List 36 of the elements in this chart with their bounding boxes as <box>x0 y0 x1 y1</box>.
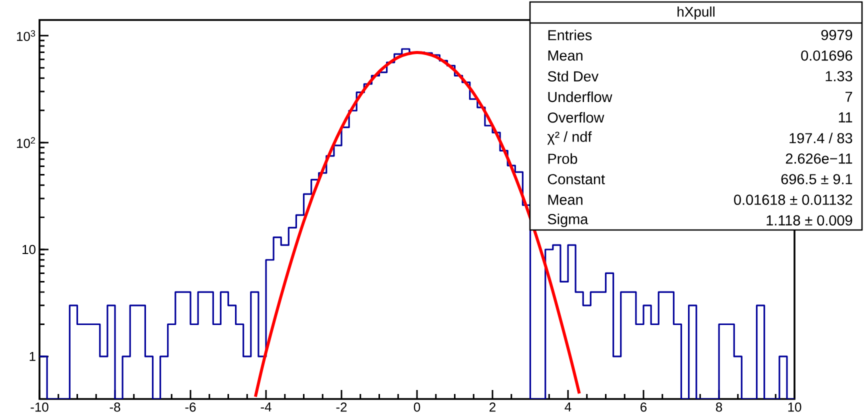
x-tick-label: -4 <box>260 402 272 412</box>
annotation: 197.4 / 83 <box>790 132 852 144</box>
annotation: χ² / ndf <box>547 131 592 145</box>
y-tick-label: 10$^{2}$ <box>17 137 36 148</box>
text: 9979 <box>821 30 852 40</box>
text: 11 <box>838 112 852 122</box>
annotation: Prob <box>548 153 578 164</box>
text: 1.33 <box>826 71 852 82</box>
annotation: Mean <box>548 50 582 61</box>
annotation: 1.118 ± 0.009 <box>766 215 852 226</box>
x-tick-label: -10 <box>30 402 48 412</box>
text: 7 <box>846 92 852 102</box>
x-tick-label: -2 <box>336 402 347 412</box>
x-tick-label: 2 <box>490 402 496 412</box>
x-tick-label: -6 <box>185 402 196 412</box>
annotation: 2.626e−11 <box>786 153 852 164</box>
y-tick-label: 1 <box>30 352 36 361</box>
annotation: 696.5 ± 9.1 <box>781 174 852 184</box>
annotation: Underflow <box>548 91 612 102</box>
text: hXpull <box>678 6 714 20</box>
annotation: Overflow <box>548 112 604 123</box>
annotation: Std Dev <box>548 70 599 82</box>
y-tick-label: 10 <box>22 244 36 254</box>
annotation: 0.01618 ± 0.01132 <box>734 194 852 205</box>
annotation: Mean <box>548 194 582 205</box>
x-tick-label: 6 <box>640 402 647 412</box>
annotation: Entries <box>548 30 592 40</box>
x-tick-label: 4 <box>564 402 572 412</box>
x-tick-label: 8 <box>716 402 722 412</box>
x-tick-label: 0 <box>414 402 420 412</box>
annotation: Sigma <box>548 214 588 228</box>
x-tick-label: -8 <box>110 402 120 412</box>
annotation: Constant <box>548 174 605 184</box>
x-tick-label: 10 <box>788 402 802 412</box>
text: 0.01696 <box>801 50 852 61</box>
y-tick-label: 10$^{3}$ <box>17 30 36 42</box>
